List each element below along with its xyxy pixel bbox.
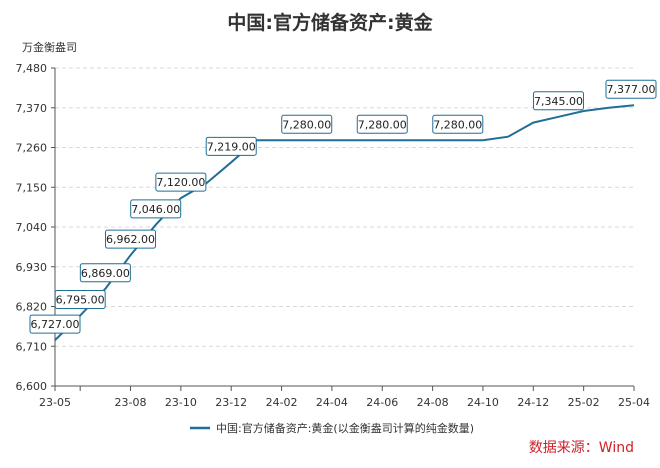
data-label-box	[432, 114, 484, 134]
legend: 中国:官方储备资产:黄金(以金衡盎司计算的纯金数量)	[190, 421, 474, 435]
source-note: 数据来源：Wind	[529, 440, 634, 456]
data-label-box	[356, 114, 408, 134]
data-label: 7,280.00	[433, 118, 482, 131]
x-tick-label: 24-06	[366, 396, 398, 409]
x-tick-label: 24-04	[316, 396, 348, 409]
chart-title: 中国:官方储备资产:黄金	[227, 11, 433, 34]
data-label: 7,280.00	[282, 118, 331, 131]
y-tick-label: 6,930	[16, 261, 48, 274]
data-label: 7,280.00	[358, 118, 407, 131]
data-label: 6,869.00	[81, 267, 130, 280]
y-axis-unit-label: 万金衡盎司	[22, 40, 77, 54]
x-tick-label: 24-02	[266, 396, 298, 409]
data-label: 7,377.00	[607, 83, 656, 96]
x-tick-label: 25-04	[618, 396, 650, 409]
y-tick-label: 7,370	[16, 102, 48, 115]
data-label-box	[155, 172, 207, 192]
x-axis-ticks: 23-05 23-08 23-10 23-12 24-02 24-04 24-06 24-08…	[39, 386, 650, 409]
data-label: 7,046.00	[131, 203, 180, 216]
data-label-box	[605, 79, 657, 99]
data-label: 7,120.00	[156, 176, 205, 189]
data-label: 6,727.00	[31, 318, 80, 331]
x-tick-label: 24-08	[417, 396, 449, 409]
series-line	[54, 104, 635, 341]
y-tick-label: 6,710	[16, 340, 48, 353]
data-label-box	[130, 199, 182, 219]
x-tick-label: 23-10	[165, 396, 197, 409]
data-label-box	[281, 114, 333, 134]
x-tick-label: 24-12	[517, 396, 549, 409]
data-label-box	[79, 263, 131, 283]
x-tick-label: 23-08	[115, 396, 147, 409]
legend-label: 中国:官方储备资产:黄金(以金衡盎司计算的纯金数量)	[216, 421, 474, 435]
x-tick-label: 25-02	[568, 396, 600, 409]
y-tick-label: 6,600	[16, 380, 48, 393]
x-tick-label: 23-12	[215, 396, 247, 409]
y-tick-label: 7,040	[16, 221, 48, 234]
y-axis-ticks: 7,480 7,370 7,260 7,150 7,040 6,930 6,820 6,710…	[16, 62, 55, 393]
data-label: 7,219.00	[207, 140, 256, 153]
y-tick-label: 6,820	[16, 301, 48, 314]
data-label-box	[105, 229, 157, 249]
y-tick-label: 7,260	[16, 142, 48, 155]
y-tick-label: 7,480	[16, 62, 48, 75]
data-labels: 6,727.00 6,795.00 6,869.00 6,962.00 7,046.00…	[29, 79, 657, 334]
data-label-box	[532, 91, 584, 111]
x-tick-label: 23-05	[39, 396, 71, 409]
data-label: 6,795.00	[56, 294, 105, 307]
data-label-box	[205, 136, 257, 156]
data-label-box	[54, 290, 106, 310]
data-label-box	[29, 314, 81, 334]
data-label: 7,345.00	[534, 95, 583, 108]
y-tick-label: 7,150	[16, 181, 48, 194]
x-tick-label: 24-10	[467, 396, 499, 409]
data-label: 6,962.00	[106, 233, 155, 246]
gridlines	[55, 67, 634, 347]
